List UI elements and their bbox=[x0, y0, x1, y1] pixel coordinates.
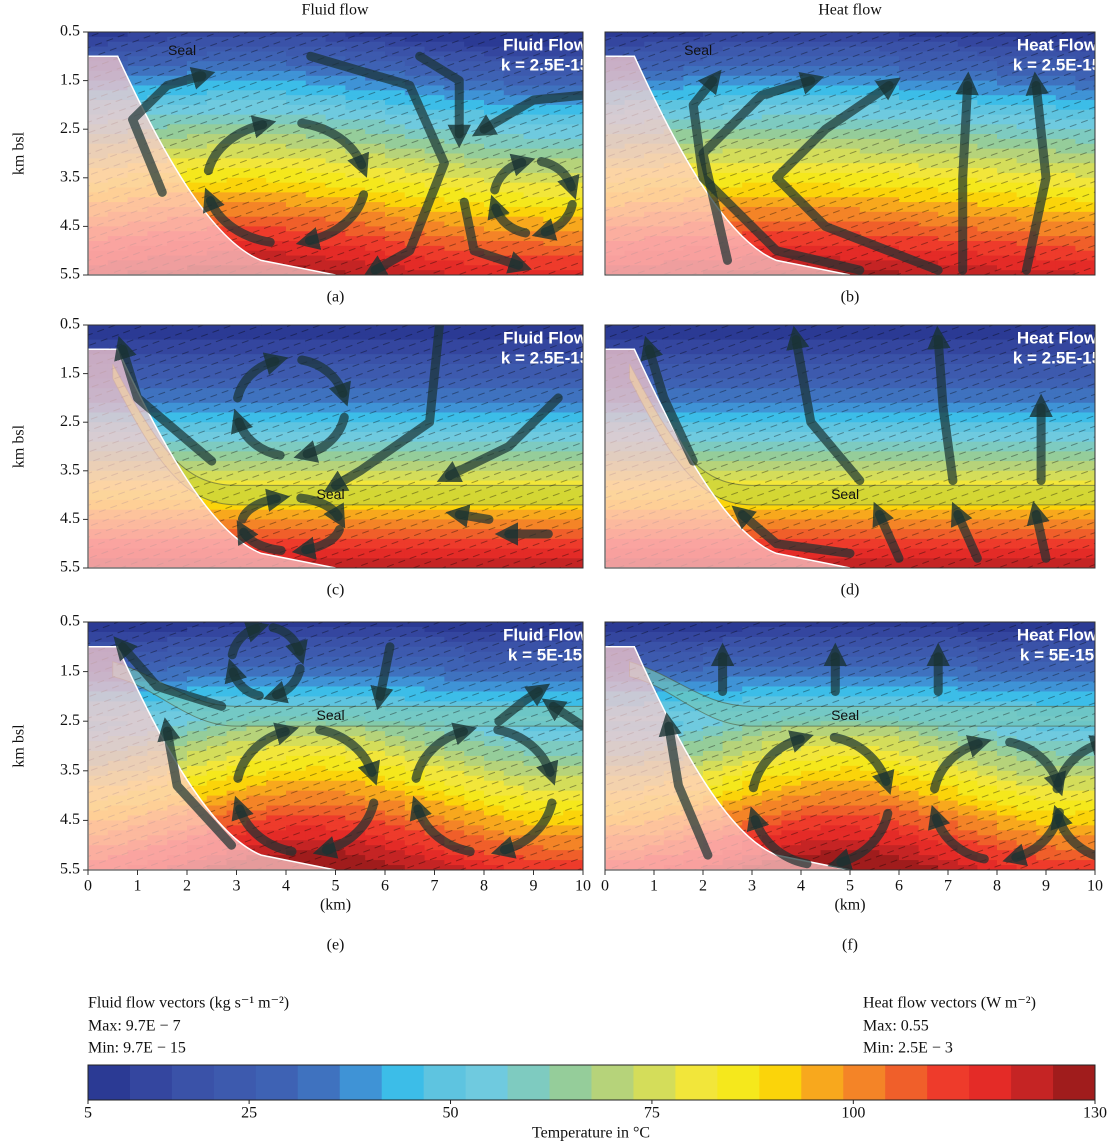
y-axis-label: km bsl bbox=[11, 424, 28, 468]
panel-title: Heat Flow bbox=[1017, 35, 1098, 54]
flow-arrow bbox=[459, 515, 489, 520]
y-tick-label: 0.5 bbox=[60, 23, 80, 40]
legend-text: Fluid flow vectors (kg s⁻¹ m⁻²) bbox=[88, 995, 289, 1012]
legend-text: Heat flow vectors (W m⁻²) bbox=[863, 995, 1036, 1012]
y-tick-label: 0.5 bbox=[60, 316, 80, 333]
legend-text: Max: 9.7E − 7 bbox=[88, 1018, 181, 1035]
y-tick-label: 4.5 bbox=[60, 510, 80, 527]
column-title: Heat flow bbox=[818, 2, 882, 19]
y-tick-label: 2.5 bbox=[60, 413, 80, 430]
colorbar-label: Temperature in °C bbox=[532, 1125, 650, 1142]
y-tick-label: 5.5 bbox=[60, 559, 80, 576]
permeability: k = 2.5E-15 bbox=[501, 55, 589, 74]
y-tick-label: 3.5 bbox=[60, 461, 80, 478]
legend-text: Min: 9.7E − 15 bbox=[88, 1040, 186, 1057]
permeability: k = 2.5E-15 bbox=[501, 348, 589, 367]
y-tick-label: 2.5 bbox=[60, 120, 80, 137]
legend-text: Max: 0.55 bbox=[863, 1018, 929, 1035]
seal-label: Seal bbox=[684, 42, 712, 58]
panel-title: Fluid Flow bbox=[503, 328, 588, 347]
y-tick-label: 5.5 bbox=[60, 266, 80, 283]
legend-text: Min: 2.5E − 3 bbox=[863, 1040, 953, 1057]
panel-label: (c) bbox=[327, 582, 345, 599]
panel-label: (a) bbox=[327, 289, 345, 306]
y-axis-label: km bsl bbox=[11, 131, 28, 175]
y-tick-label: 1.5 bbox=[60, 71, 80, 88]
y-tick-label: 3.5 bbox=[60, 168, 80, 185]
column-title: Fluid flow bbox=[301, 2, 369, 19]
panel-title: Fluid Flow bbox=[503, 35, 588, 54]
panel-label: (b) bbox=[841, 289, 860, 306]
seal-label: Seal bbox=[168, 42, 196, 58]
permeability: k = 2.5E-15 bbox=[1013, 55, 1101, 74]
seal-label: Seal bbox=[317, 486, 345, 502]
y-tick-label: 1.5 bbox=[60, 364, 80, 381]
y-tick-label: 4.5 bbox=[60, 217, 80, 234]
flow-arrow bbox=[963, 85, 968, 270]
